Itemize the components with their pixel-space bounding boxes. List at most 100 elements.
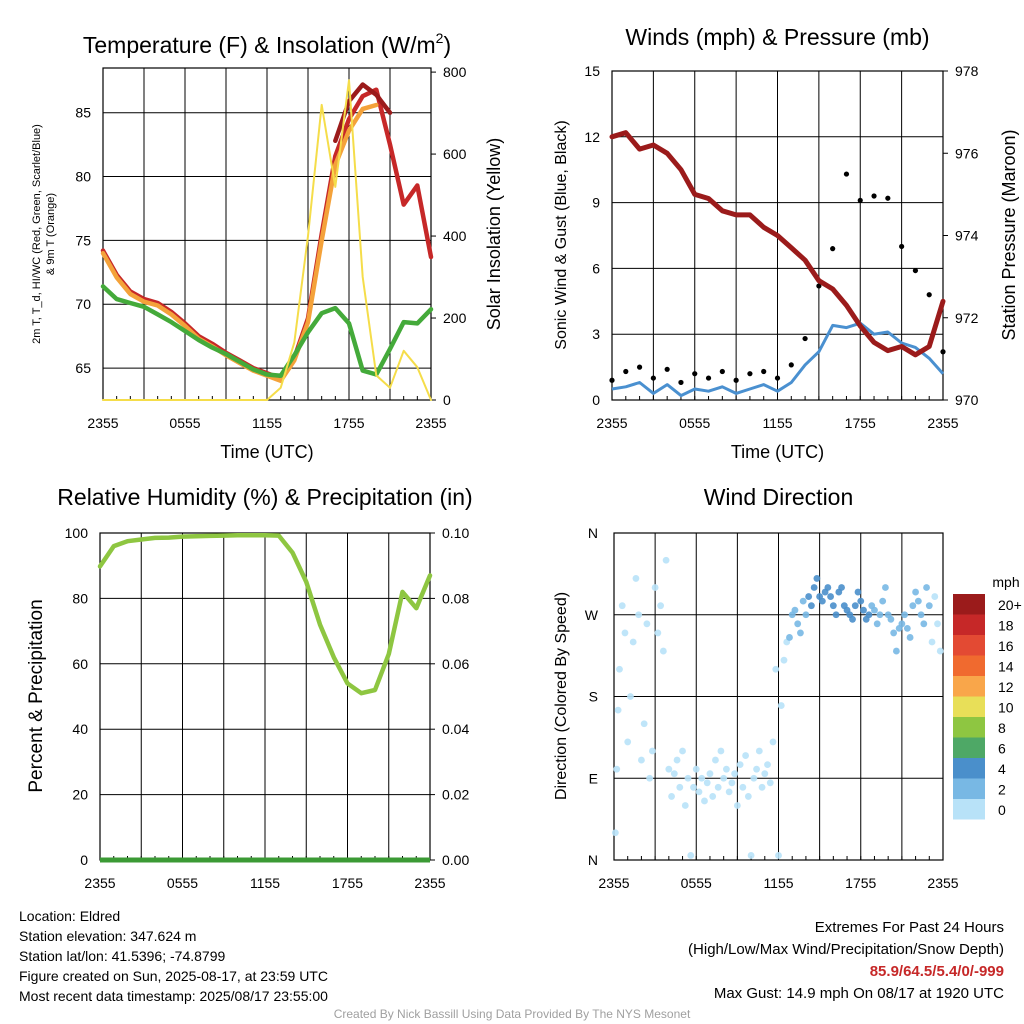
legend-title: mph <box>992 574 1019 590</box>
x-axis-label: Time (UTC) <box>220 442 313 462</box>
direction-point <box>931 593 939 600</box>
direction-point <box>676 783 684 791</box>
x-tick-label: 1155 <box>763 875 793 891</box>
x-tick-label: 1155 <box>252 415 282 431</box>
gust-point <box>788 362 794 368</box>
gust-point <box>692 371 698 377</box>
x-tick-label: 1155 <box>250 875 280 891</box>
panel-title: Relative Humidity (%) & Precipitation (i… <box>57 484 472 510</box>
direction-point <box>635 611 643 619</box>
legend-swatch <box>953 614 985 635</box>
direction-point <box>854 588 862 596</box>
gust-point <box>650 375 656 381</box>
y-tick-label: 70 <box>75 296 91 312</box>
legend-label: 2 <box>998 782 1006 798</box>
x-tick-label: 2355 <box>927 415 958 431</box>
gust-point <box>733 377 739 383</box>
direction-point <box>873 620 881 628</box>
legend-swatch <box>953 737 985 758</box>
x-tick-label: 0555 <box>167 875 198 891</box>
y-tick-label: E <box>589 770 598 786</box>
direction-point <box>654 629 662 637</box>
direction-point <box>882 584 889 591</box>
y-axis-label: 2m T, T_d, HI/WC (Red, Green, Scarlet/Bl… <box>31 124 43 344</box>
direction-point <box>670 770 678 778</box>
y-tick-label: 40 <box>72 721 88 737</box>
panel-title: Winds (mph) & Pressure (mb) <box>625 24 929 50</box>
x-tick-label: 0555 <box>681 875 712 891</box>
gust-point <box>912 267 919 274</box>
legend-swatch <box>953 676 985 697</box>
direction-point <box>936 647 944 655</box>
direction-point <box>712 756 719 764</box>
direction-point <box>769 738 777 746</box>
y-axis-label: Percent & Precipitation <box>26 599 47 792</box>
y2-tick-label: 200 <box>443 310 467 326</box>
direction-point <box>887 615 895 623</box>
direction-point <box>805 593 813 600</box>
direction-point <box>616 665 623 673</box>
direction-point <box>646 774 654 782</box>
x-tick-label: 1755 <box>845 415 876 431</box>
panel-winds: 2355 0555 1155 1755 2355 0 3 6 9 12 15 970 972 974 976… <box>553 24 1019 462</box>
direction-point <box>799 597 807 605</box>
direction-point <box>629 638 637 646</box>
direction-point <box>717 747 725 755</box>
direction-point <box>824 584 832 591</box>
gust-point <box>940 349 946 355</box>
gust-point <box>623 368 629 375</box>
title-superscript: 2 <box>436 30 444 46</box>
y-tick-label: 75 <box>75 232 91 248</box>
direction-point <box>786 634 793 641</box>
y-tick-label: 0 <box>592 392 600 408</box>
y2-tick-label: 0.02 <box>442 787 469 803</box>
y-axis-label: Direction (Colored By Speed) <box>553 592 570 800</box>
y-tick-label: W <box>585 607 599 623</box>
direction-point <box>838 584 845 591</box>
y2-tick-label: 0 <box>443 392 451 408</box>
x-tick-label: 2355 <box>414 875 445 891</box>
direction-point <box>728 779 736 787</box>
gust-point <box>843 171 850 177</box>
max-gust-text: Max Gust: 14.9 mph On 08/17 at 1920 UTC <box>713 985 1004 1002</box>
direction-point <box>851 602 859 610</box>
y2-tick-label: 400 <box>443 228 467 244</box>
direction-point <box>917 611 925 619</box>
y2-axis-label: Station Pressure (Maroon) <box>999 129 1019 340</box>
direction-point <box>651 584 659 591</box>
direction-point <box>818 597 826 605</box>
direction-point <box>766 779 774 787</box>
direction-point <box>733 802 741 809</box>
x-tick-label: 1755 <box>333 415 364 431</box>
direction-point <box>618 602 626 610</box>
gust-point <box>636 364 643 370</box>
y2-tick-label: 0.06 <box>442 656 469 672</box>
x-tick-label: 2355 <box>598 875 629 891</box>
x-tick-label: 2355 <box>927 875 958 891</box>
gust-point <box>705 375 712 381</box>
x-tick-label: 2355 <box>415 415 446 431</box>
direction-point <box>624 738 632 746</box>
y-tick-label: S <box>589 689 598 705</box>
y-tick-label: 3 <box>592 326 600 342</box>
direction-point <box>890 629 898 637</box>
direction-point <box>742 752 749 759</box>
direction-point <box>723 765 730 773</box>
direction-point <box>810 584 818 591</box>
direction-point <box>865 611 873 619</box>
gust-point <box>747 371 753 377</box>
x-tick-label: 0555 <box>169 415 200 431</box>
extremes-subtitle: (High/Low/Max Wind/Precipitation/Snow De… <box>688 941 1004 958</box>
legend-swatch <box>953 696 985 717</box>
direction-point <box>736 761 744 769</box>
y-tick-label: 15 <box>584 63 600 79</box>
gust-point <box>816 283 822 289</box>
speed-legend: mph 20+ 18 16 14 12 10 8 6 4 2 0 <box>953 574 1022 820</box>
gust-point <box>857 197 863 204</box>
legend-label: 6 <box>998 741 1006 757</box>
gust-point <box>830 246 836 252</box>
direction-point <box>920 620 928 628</box>
direction-point <box>892 647 900 655</box>
y2-tick-label: 0.04 <box>442 721 469 737</box>
y-tick-label: 65 <box>75 360 91 376</box>
